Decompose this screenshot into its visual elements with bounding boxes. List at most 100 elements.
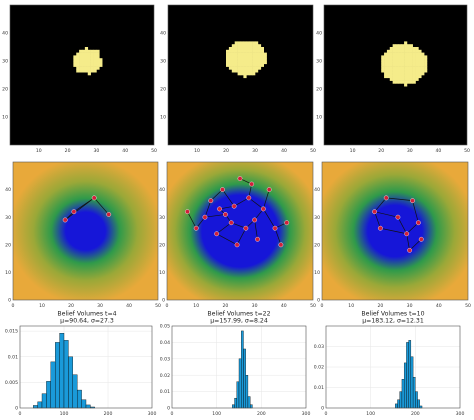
occupied-cell: [84, 69, 89, 73]
occupied-cell: [409, 52, 413, 56]
axes-frame: [166, 161, 314, 301]
occupied-cell: [401, 44, 405, 48]
y-tick-label: 40: [160, 31, 166, 37]
occupied-cell: [401, 69, 405, 73]
histogram-bar: [406, 342, 409, 409]
occupied-cell: [82, 66, 86, 70]
occupied-cell: [398, 66, 402, 70]
histogram-bar: [46, 381, 51, 409]
occupied-cell: [87, 52, 91, 56]
occupied-cell: [84, 61, 89, 65]
occupied-cell: [415, 55, 419, 59]
hist-t22-panel: 0 100 200 300 0 0.01 0.02 0.03 0.04 0.05: [160, 324, 311, 417]
occupied-cell: [234, 41, 238, 45]
occupied-cell: [255, 69, 259, 73]
graph-node: [185, 209, 190, 215]
occupied-cell: [231, 58, 235, 62]
histogram-bar: [59, 332, 65, 409]
occupied-cell: [73, 55, 77, 59]
histogram-bar: [401, 379, 405, 409]
occupied-cell: [243, 44, 247, 48]
histogram-bar: [63, 340, 69, 409]
x-tick-label: 300: [148, 411, 157, 417]
occupied-cell: [73, 63, 77, 67]
axes-frame: [321, 161, 469, 301]
histogram-bar: [234, 397, 237, 409]
x-tick-label: 20: [378, 148, 384, 154]
graph-node: [234, 242, 240, 248]
x-tick-label: 50: [464, 148, 470, 154]
occupied-cell: [384, 66, 388, 70]
graph-node: [395, 214, 401, 220]
occupied-cell: [395, 80, 399, 84]
x-tick-label: 40: [126, 303, 132, 309]
occupied-cell: [401, 63, 405, 67]
graph-node: [260, 206, 266, 212]
x-tick-label: 20: [65, 148, 71, 154]
x-tick-label: 40: [281, 148, 287, 154]
occupied-cell: [249, 61, 253, 65]
occupied-cell: [84, 63, 89, 67]
occupied-cell: [249, 63, 253, 67]
x-tick-label: 50: [151, 148, 157, 154]
histogram-bar: [41, 393, 47, 409]
occupied-cell: [252, 69, 256, 73]
occupied-cell: [87, 61, 91, 65]
occupied-cell: [398, 63, 402, 67]
occupied-cell: [234, 61, 238, 65]
occupied-cell: [249, 66, 253, 70]
occupied-cell: [412, 55, 416, 59]
occupied-cell: [252, 49, 256, 53]
occupied-cell: [237, 61, 241, 65]
occupied-cell: [406, 61, 411, 65]
occupied-cell: [409, 77, 413, 81]
graph-edge: [222, 189, 235, 207]
occupied-cell: [79, 49, 83, 53]
graph-edge: [204, 214, 226, 218]
x-tick-label: 20: [68, 303, 74, 309]
occupied-cell: [415, 69, 419, 73]
occupied-cell: [252, 41, 256, 45]
occupied-cell: [234, 63, 238, 67]
occupied-cell: [243, 61, 247, 65]
occupied-cell: [96, 63, 100, 67]
y-tick-label: 0.01: [160, 389, 170, 395]
occupied-cell: [252, 72, 256, 76]
occupied-cell: [406, 44, 411, 48]
histogram-bar: [236, 381, 240, 409]
histogram-bar: [241, 330, 244, 409]
occupied-cell: [401, 66, 405, 70]
graph-edge: [409, 239, 422, 251]
axes-frame: [167, 4, 314, 146]
occupied-cell: [418, 61, 422, 65]
x-tick-label: 10: [348, 303, 354, 309]
occupied-cell: [255, 44, 259, 48]
occupied-cell: [401, 49, 405, 53]
occupied-cell: [418, 69, 422, 73]
x-tick-label: 200: [257, 411, 266, 417]
occupied-cell: [234, 52, 238, 56]
x-tick-label: 30: [407, 303, 413, 309]
histogram-bar: [232, 404, 235, 409]
occupied-cell: [79, 52, 83, 56]
occupied-cell: [84, 58, 89, 62]
occupied-cell: [246, 63, 250, 67]
occupied-cell: [386, 72, 391, 76]
occupied-cell: [406, 66, 411, 70]
occupied-cell: [252, 47, 256, 51]
occupied-cell: [412, 69, 416, 73]
occupied-cell: [76, 69, 80, 73]
x-tick-label: 40: [281, 303, 287, 309]
occupied-cell: [243, 49, 247, 53]
occupied-cell: [401, 75, 405, 79]
occupied-cell: [99, 63, 103, 67]
occupied-cell: [418, 72, 422, 76]
graph-edge: [412, 200, 419, 223]
y-tick-label: 20: [5, 242, 11, 248]
graph-node: [71, 209, 77, 215]
histogram-bar: [68, 356, 73, 409]
occupied-cell: [412, 75, 416, 79]
occupied-cell: [249, 69, 253, 73]
occupied-cell: [412, 77, 416, 81]
occupied-cell: [409, 47, 413, 51]
